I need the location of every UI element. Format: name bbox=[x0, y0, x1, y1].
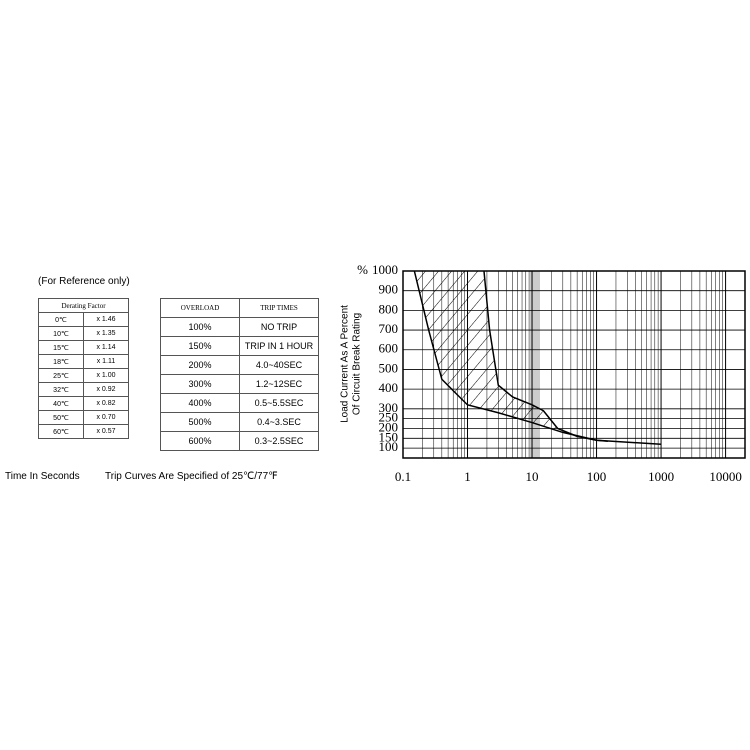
y-tick-label: 100 bbox=[379, 439, 399, 454]
y-tick-label: 1000 bbox=[372, 262, 398, 277]
footer-right: Trip Curves Are Specified of 25℃/77℉ bbox=[105, 471, 278, 482]
x-tick-label: 1 bbox=[464, 469, 471, 484]
band-hatch bbox=[414, 271, 662, 445]
y-tick-label: 200 bbox=[379, 419, 399, 434]
derating-cell: x 0.57 bbox=[83, 424, 129, 439]
derating-row: 25℃ x 1.00 bbox=[38, 368, 129, 383]
y-axis-label: Of Circuit Break Rating bbox=[352, 313, 363, 415]
y-tick-label: 700 bbox=[379, 321, 399, 336]
shaded-band bbox=[530, 271, 540, 458]
plot-frame bbox=[402, 270, 746, 459]
trip-row: 300% 1.2~12SEC bbox=[160, 374, 319, 394]
trip-cell: 0.3~2.5SEC bbox=[239, 431, 319, 451]
derating-cell: x 1.11 bbox=[83, 354, 129, 369]
trip-row: 200% 4.0~40SEC bbox=[160, 355, 319, 375]
derating-row: 60℃ x 0.57 bbox=[38, 424, 129, 439]
derating-row: 40℃ x 0.82 bbox=[38, 396, 129, 411]
derating-table: Derating Factor 0℃ x 1.46 10℃ x 1.35 15℃ x 1.… bbox=[38, 298, 129, 439]
trip-cell: 4.0~40SEC bbox=[239, 355, 319, 375]
y-tick-label: 400 bbox=[379, 380, 399, 395]
y-tick-label: 300 bbox=[379, 400, 399, 415]
x-tick-label: 100 bbox=[587, 469, 607, 484]
x-tick-label: 10000 bbox=[709, 469, 742, 484]
y-axis-label: Load Current As A Percent bbox=[340, 305, 351, 423]
y-tick-label: 150 bbox=[379, 429, 399, 444]
x-tick-label: 10 bbox=[526, 469, 539, 484]
y-unit: % bbox=[357, 262, 368, 277]
footer-left: Time In Seconds bbox=[5, 471, 80, 482]
y-tick-label: 900 bbox=[379, 282, 399, 297]
trip-table: OVERLOAD TRIP TIMES 100% NO TRIP 150% TRIP I… bbox=[160, 298, 319, 451]
trip-row: 150% TRIP IN 1 HOUR bbox=[160, 336, 319, 356]
y-tick-label: 800 bbox=[379, 301, 399, 316]
x-tick-label: 0.1 bbox=[395, 469, 411, 484]
y-tick-label: 250 bbox=[379, 410, 399, 425]
trip-row: 600% 0.3~2.5SEC bbox=[160, 431, 319, 451]
y-tick-label: 500 bbox=[379, 360, 399, 375]
trip-curve bbox=[413, 271, 662, 445]
reference-note: (For Reference only) bbox=[38, 276, 130, 287]
curves bbox=[413, 271, 662, 445]
y-tick-label: 600 bbox=[379, 341, 399, 356]
x-tick-label: 1000 bbox=[648, 469, 674, 484]
derating-row: 50℃ x 0.70 bbox=[38, 410, 129, 425]
trip-cell: 0.4~3.SEC bbox=[239, 412, 319, 432]
